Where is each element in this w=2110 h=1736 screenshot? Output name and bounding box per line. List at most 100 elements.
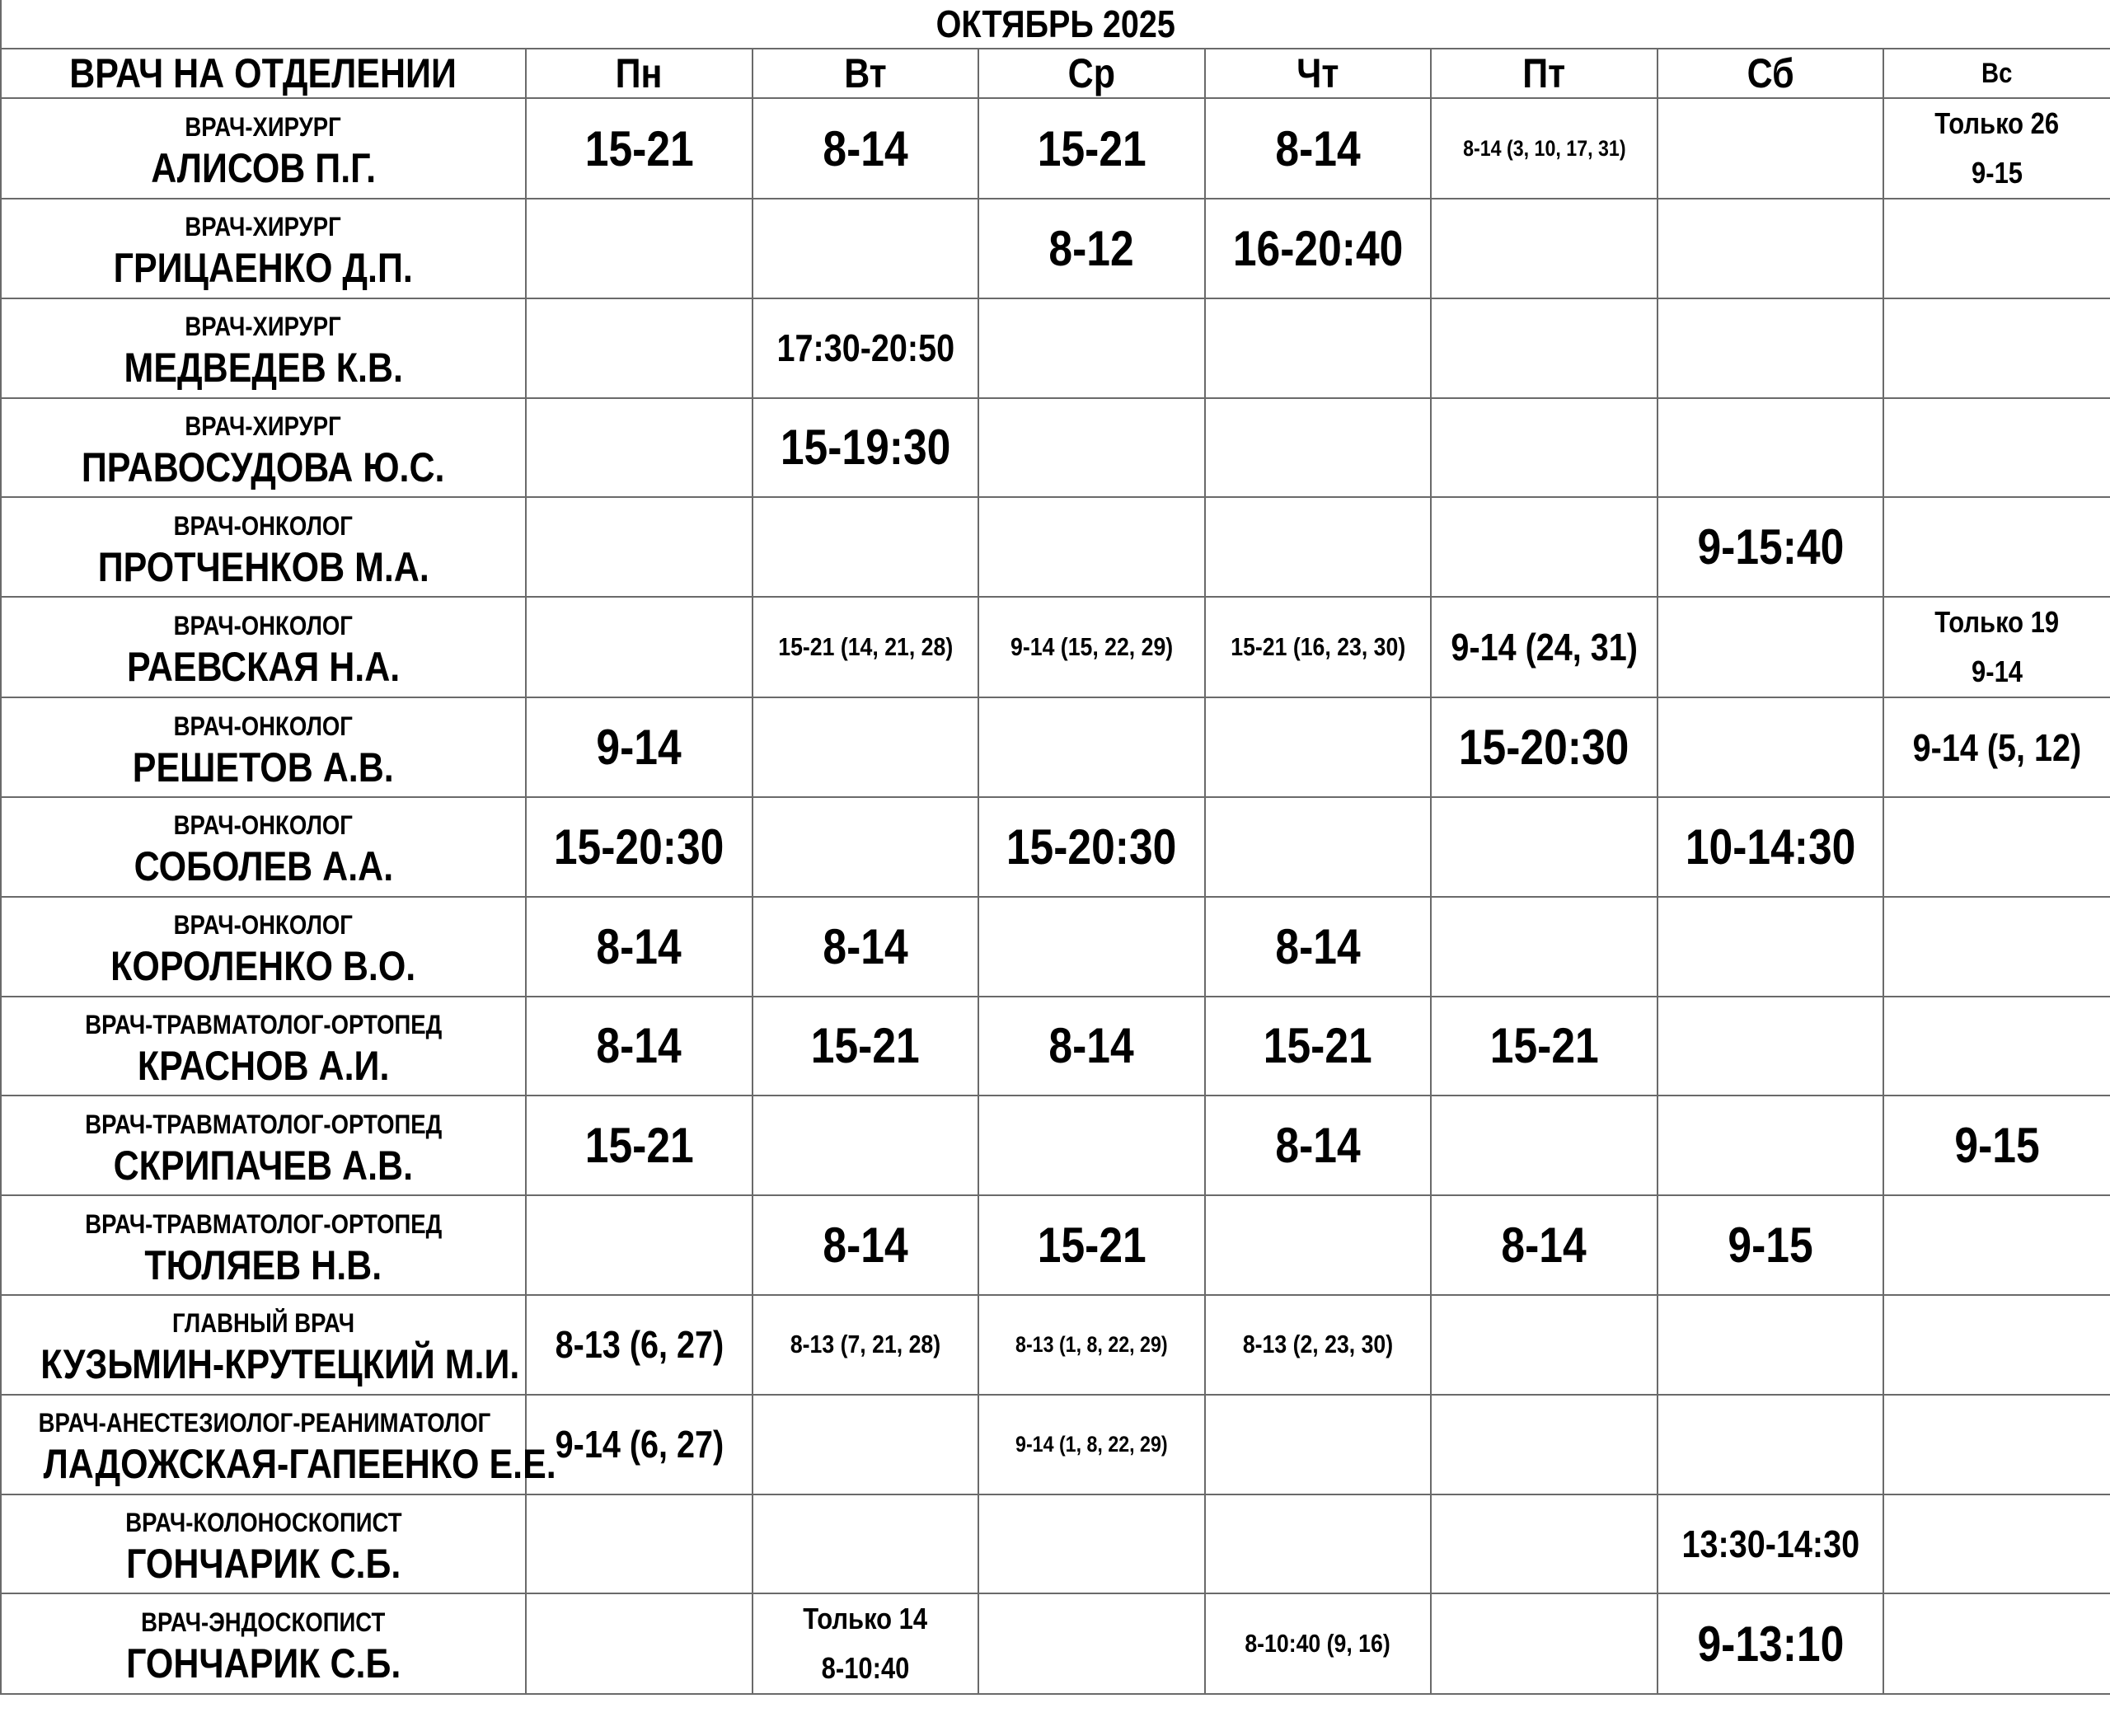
schedule-cell: 16-20:40: [1204, 198, 1432, 299]
schedule-hours: 9-14 (1, 8, 22, 29): [1015, 1431, 1168, 1457]
doctor-name-text: ПРОТЧЕНКОВ М.А.: [97, 543, 429, 590]
header-day-sun: Вс: [1882, 48, 2110, 99]
schedule-cell: [1657, 596, 1884, 699]
schedule-cell: 15-21: [978, 1194, 1206, 1296]
schedule-cell: 15-21: [978, 97, 1206, 199]
doctor-specialty: ВРАЧ-КОЛОНОСКОПИСТ: [2, 1504, 525, 1541]
schedule-cell: 8-14: [1204, 895, 1432, 997]
schedule-cell: Только 14 8-10:40: [752, 1593, 979, 1696]
schedule-cell: 17:30-20:50: [752, 297, 979, 399]
schedule-cell: 15-19:30: [752, 396, 979, 499]
schedule-cell: [1204, 396, 1432, 499]
month-title-text: ОКТЯБРЬ 2025: [935, 2, 1176, 45]
doctor-name: СОБОЛЕВ А.А.: [2, 843, 525, 889]
schedule-cell: 15-21: [1204, 995, 1432, 1097]
schedule-hours: 9-15:40: [1697, 519, 1844, 575]
header-doctor-text: ВРАЧ НА ОТДЕЛЕНИИ: [69, 50, 457, 96]
schedule-hours: 8-14: [596, 918, 682, 974]
doctor-name: КРАСНОВ А.И.: [2, 1043, 525, 1089]
schedule-line-text: Только 14: [803, 1602, 928, 1636]
doctor-cell: ГЛАВНЫЙ ВРАЧ КУЗЬМИН-КРУТЕЦКИЙ М.И.: [0, 1293, 527, 1396]
doctor-name: ТЮЛЯЕВ Н.В.: [2, 1242, 525, 1288]
schedule-hours: 8-14 (3, 10, 17, 31): [1462, 135, 1626, 161]
schedule-row: ГЛАВНЫЙ ВРАЧ КУЗЬМИН-КРУТЕЦКИЙ М.И. 8-13 (…: [0, 1293, 2110, 1396]
schedule-line: Только 14: [753, 1594, 978, 1644]
schedule-cell: 10-14:30: [1657, 795, 1884, 898]
schedule-hours: 9-14 (15, 22, 29): [1010, 632, 1174, 662]
doctor-specialty-text: ВРАЧ-ЭНДОСКОПИСТ: [141, 1607, 386, 1638]
doctor-specialty-text: ВРАЧ-КОЛОНОСКОПИСТ: [124, 1507, 402, 1537]
doctor-name: АЛИСОВ П.Г.: [2, 145, 525, 191]
schedule-cell: 9-14 (6, 27): [525, 1393, 753, 1495]
doctor-specialty: ГЛАВНЫЙ ВРАЧ: [2, 1305, 525, 1341]
schedule-cell: 9-14 (24, 31): [1430, 596, 1658, 699]
schedule-cell: [978, 396, 1206, 499]
doctor-name-text: ТЮЛЯЕВ Н.В.: [144, 1241, 382, 1288]
schedule-cell: [1430, 198, 1658, 299]
schedule-cell: [752, 198, 979, 299]
schedule-cell: 15-21: [525, 1095, 753, 1197]
schedule-cell: [1882, 496, 2110, 598]
schedule-cell: 8-14: [525, 995, 753, 1097]
header-day-tue: Вт: [752, 48, 979, 99]
schedule-hours: 9-15: [1728, 1218, 1813, 1274]
header-day-thu: Чт: [1204, 48, 1432, 99]
header-doctor: ВРАЧ НА ОТДЕЛЕНИИ: [0, 48, 527, 99]
doctor-specialty-text: ВРАЧ-АНЕСТЕЗИОЛОГ-РЕАНИМАТОЛОГ: [38, 1408, 491, 1438]
schedule-cell: [1882, 995, 2110, 1097]
schedule-row: ВРАЧ-АНЕСТЕЗИОЛОГ-РЕАНИМАТОЛОГ ЛАДОЖСКАЯ-…: [0, 1393, 2110, 1495]
doctor-name-text: ГРИЦАЕНКО Д.П.: [113, 245, 414, 292]
schedule-cell: [1657, 97, 1884, 199]
doctor-name: КУЗЬМИН-КРУТЕЦКИЙ М.И.: [2, 1341, 525, 1387]
doctor-name-text: РАЕВСКАЯ Н.А.: [126, 644, 401, 691]
schedule-hours: 17:30-20:50: [776, 326, 954, 370]
day-label: Вт: [844, 50, 887, 96]
schedule-cell: 15-21: [1430, 995, 1658, 1097]
schedule-cell: 8-14: [1204, 97, 1432, 199]
doctor-cell: ВРАЧ-ХИРУРГ АЛИСОВ П.Г.: [0, 97, 527, 199]
schedule-row: ВРАЧ-ОНКОЛОГ СОБОЛЕВ А.А. 15-20:30 15-20:30…: [0, 795, 2110, 898]
schedule-cell: [525, 396, 753, 499]
schedule-cell: [1882, 895, 2110, 997]
doctor-specialty-text: ВРАЧ-ОНКОЛОГ: [173, 711, 354, 741]
schedule-line-text: Только 19: [1934, 605, 2060, 640]
doctor-name-text: ГОНЧАРИК С.Б.: [125, 1540, 401, 1587]
schedule-cell: [752, 1095, 979, 1197]
schedule-cell: [525, 596, 753, 699]
schedule-cell: 8-14: [752, 1194, 979, 1296]
schedule-hours: 8-14: [596, 1018, 682, 1074]
schedule-cell: 9-15: [1882, 1095, 2110, 1197]
schedule-cell: [1657, 297, 1884, 399]
schedule-cell: 8-14: [1430, 1194, 1658, 1296]
schedule-cell: [1882, 1393, 2110, 1495]
schedule-hours: 15-21: [584, 120, 694, 176]
schedule-hours: 8-14: [823, 918, 908, 974]
schedule-cell: [1657, 895, 1884, 997]
schedule-cell: [1882, 1493, 2110, 1595]
schedule-cell: 15-20:30: [1430, 697, 1658, 798]
doctor-cell: ВРАЧ-ЭНДОСКОПИСТ ГОНЧАРИК С.Б.: [0, 1593, 527, 1696]
schedule-cell: [1657, 1393, 1884, 1495]
schedule-cell: 8-14: [978, 995, 1206, 1097]
schedule-row: ВРАЧ-ОНКОЛОГ КОРОЛЕНКО В.О. 8-14 8-14 8-14: [0, 895, 2110, 997]
schedule-cell: [1882, 1194, 2110, 1296]
schedule-hours: 9-15: [1954, 1118, 2040, 1174]
doctor-specialty: ВРАЧ-ХИРУРГ: [2, 308, 525, 345]
schedule-cell: [1882, 1593, 2110, 1696]
doctor-name: ПРАВОСУДОВА Ю.С.: [2, 444, 525, 490]
schedule-cell: 13:30-14:30: [1657, 1493, 1884, 1595]
schedule-cell: [752, 1393, 979, 1495]
schedule-line-text: 8-10:40: [821, 1651, 910, 1686]
schedule-cell: 8-14: [752, 97, 979, 199]
schedule-row: ВРАЧ-ХИРУРГ ПРАВОСУДОВА Ю.С. 15-19:30: [0, 396, 2110, 499]
doctor-specialty-text: ВРАЧ-ОНКОЛОГ: [173, 810, 354, 841]
schedule-hours: 8-14: [823, 1218, 908, 1274]
schedule-hours: 9-14 (6, 27): [555, 1423, 724, 1466]
schedule-hours: 8-13 (6, 27): [555, 1323, 724, 1367]
schedule-row: ВРАЧ-ХИРУРГ ГРИЦАЕНКО Д.П. 8-12 16-20:40: [0, 198, 2110, 299]
schedule-cell: [525, 496, 753, 598]
doctor-name: ГРИЦАЕНКО Д.П.: [2, 245, 525, 291]
schedule-cell: 8-13 (6, 27): [525, 1293, 753, 1396]
doctor-name-text: АЛИСОВ П.Г.: [151, 145, 376, 191]
schedule-cell: [1657, 1095, 1884, 1197]
